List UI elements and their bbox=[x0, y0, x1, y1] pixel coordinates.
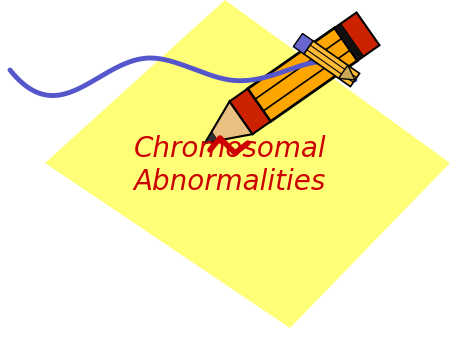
Polygon shape bbox=[205, 101, 252, 143]
Polygon shape bbox=[338, 65, 355, 80]
Polygon shape bbox=[335, 13, 379, 61]
Polygon shape bbox=[45, 0, 450, 328]
Polygon shape bbox=[335, 23, 364, 61]
Text: Abnormalities: Abnormalities bbox=[134, 168, 326, 196]
Polygon shape bbox=[248, 28, 358, 122]
Polygon shape bbox=[304, 41, 360, 87]
Polygon shape bbox=[293, 33, 313, 54]
Text: Chromosomal: Chromosomal bbox=[134, 135, 326, 163]
Polygon shape bbox=[230, 89, 270, 134]
Polygon shape bbox=[205, 132, 218, 143]
